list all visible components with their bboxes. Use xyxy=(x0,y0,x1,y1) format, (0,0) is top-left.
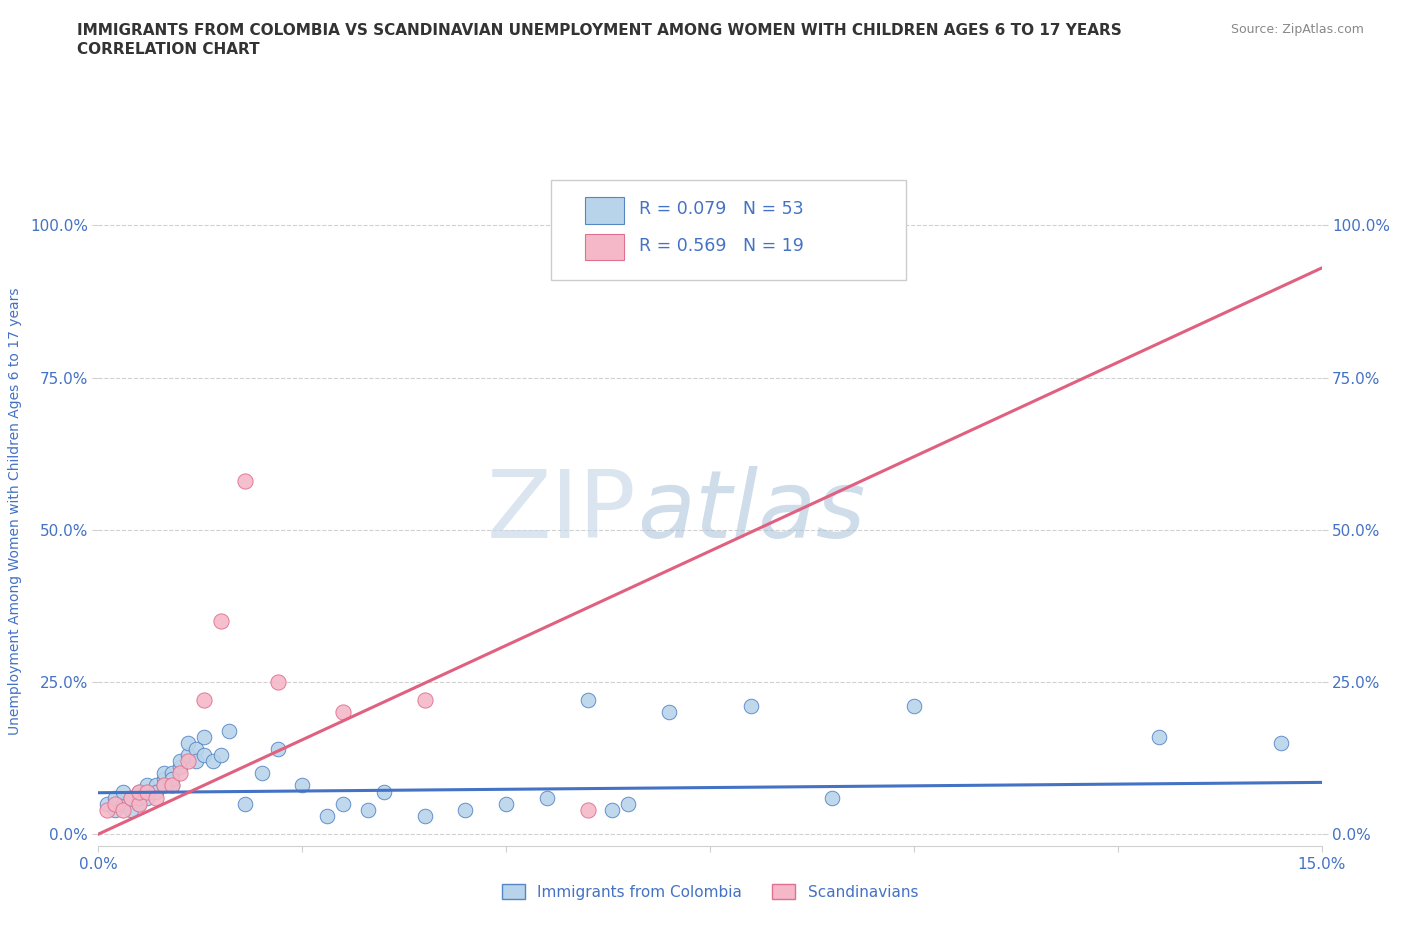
Point xyxy=(169,753,191,768)
Point xyxy=(209,614,232,629)
Point xyxy=(145,778,167,793)
Point xyxy=(136,784,159,799)
Point xyxy=(1147,729,1170,744)
Point xyxy=(169,765,191,780)
Text: R = 0.079   N = 53: R = 0.079 N = 53 xyxy=(640,200,804,218)
Point xyxy=(120,790,142,805)
Point xyxy=(145,790,167,805)
Point xyxy=(186,741,208,756)
Point xyxy=(267,741,290,756)
Point xyxy=(96,796,118,811)
Text: Source: ZipAtlas.com: Source: ZipAtlas.com xyxy=(1230,23,1364,36)
Point xyxy=(332,796,354,811)
Point xyxy=(267,674,290,689)
Point xyxy=(96,803,118,817)
Text: R = 0.569   N = 19: R = 0.569 N = 19 xyxy=(640,236,804,255)
Point xyxy=(152,765,174,780)
Point xyxy=(536,790,558,805)
Point xyxy=(193,748,215,763)
Point xyxy=(291,778,314,793)
Point xyxy=(186,753,208,768)
Bar xyxy=(585,233,624,260)
Point xyxy=(356,803,378,817)
Point xyxy=(617,796,640,811)
Point xyxy=(160,765,183,780)
FancyBboxPatch shape xyxy=(551,180,905,281)
Point xyxy=(104,803,127,817)
Point xyxy=(152,772,174,787)
Point xyxy=(104,796,127,811)
Text: ZIP: ZIP xyxy=(486,466,637,557)
Point xyxy=(120,790,142,805)
Point xyxy=(201,753,224,768)
Point xyxy=(903,698,925,713)
Point xyxy=(495,796,517,811)
Point xyxy=(177,753,200,768)
Point xyxy=(209,748,232,763)
Point xyxy=(218,724,240,738)
Point xyxy=(136,790,159,805)
Point xyxy=(128,796,150,811)
Bar xyxy=(585,197,624,223)
Point xyxy=(136,784,159,799)
Y-axis label: Unemployment Among Women with Children Ages 6 to 17 years: Unemployment Among Women with Children A… xyxy=(7,287,21,736)
Text: atlas: atlas xyxy=(637,466,865,557)
Point xyxy=(177,748,200,763)
Point xyxy=(169,760,191,775)
Point xyxy=(160,778,183,793)
Point xyxy=(576,803,599,817)
Point xyxy=(128,784,150,799)
Point xyxy=(454,803,477,817)
Point xyxy=(233,473,256,488)
Point xyxy=(576,693,599,708)
Point xyxy=(152,778,174,793)
Point xyxy=(193,693,215,708)
Legend: Immigrants from Colombia, Scandinavians: Immigrants from Colombia, Scandinavians xyxy=(496,877,924,906)
Point xyxy=(740,698,762,713)
Point xyxy=(120,803,142,817)
Point xyxy=(145,784,167,799)
Point xyxy=(111,796,134,811)
Point xyxy=(373,784,395,799)
Point xyxy=(136,778,159,793)
Point xyxy=(233,796,256,811)
Point xyxy=(250,765,273,780)
Point xyxy=(413,808,436,823)
Point xyxy=(128,796,150,811)
Point xyxy=(111,784,134,799)
Point xyxy=(332,705,354,720)
Point xyxy=(315,808,337,823)
Text: IMMIGRANTS FROM COLOMBIA VS SCANDINAVIAN UNEMPLOYMENT AMONG WOMEN WITH CHILDREN : IMMIGRANTS FROM COLOMBIA VS SCANDINAVIAN… xyxy=(77,23,1122,38)
Point xyxy=(111,803,134,817)
Point xyxy=(160,772,183,787)
Point xyxy=(658,705,681,720)
Point xyxy=(177,736,200,751)
Point xyxy=(1270,736,1292,751)
Point xyxy=(600,803,623,817)
Point xyxy=(152,778,174,793)
Point xyxy=(193,729,215,744)
Point xyxy=(413,693,436,708)
Point xyxy=(104,790,127,805)
Text: CORRELATION CHART: CORRELATION CHART xyxy=(77,42,260,57)
Point xyxy=(160,778,183,793)
Point xyxy=(128,790,150,805)
Point xyxy=(821,790,844,805)
Point xyxy=(128,784,150,799)
